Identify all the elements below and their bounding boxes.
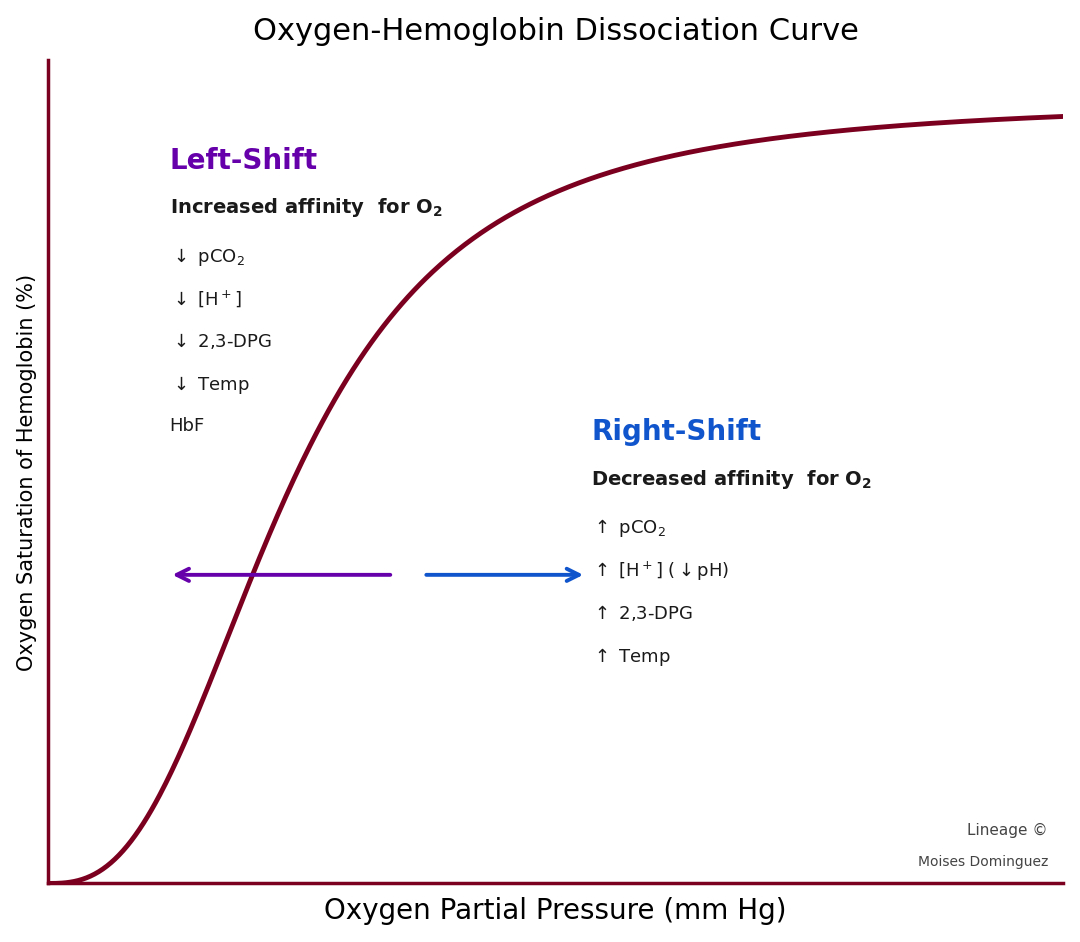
- Text: $\downarrow$ Temp: $\downarrow$ Temp: [170, 374, 249, 396]
- Y-axis label: Oxygen Saturation of Hemoglobin (%): Oxygen Saturation of Hemoglobin (%): [16, 273, 37, 671]
- Text: $\uparrow$ 2,3-DPG: $\uparrow$ 2,3-DPG: [591, 603, 693, 623]
- Text: HbF: HbF: [170, 416, 205, 435]
- Text: Increased affinity  for $\mathregular{O_2}$: Increased affinity for $\mathregular{O_2…: [170, 196, 443, 219]
- Text: $\downarrow$ 2,3-DPG: $\downarrow$ 2,3-DPG: [170, 332, 272, 351]
- Text: Moises Dominguez: Moises Dominguez: [918, 854, 1048, 869]
- Text: $\downarrow$ pCO$_2$: $\downarrow$ pCO$_2$: [170, 246, 244, 268]
- Title: Oxygen-Hemoglobin Dissociation Curve: Oxygen-Hemoglobin Dissociation Curve: [253, 17, 859, 45]
- Text: Left-Shift: Left-Shift: [170, 147, 318, 175]
- Text: $\downarrow$ [H$^+$]: $\downarrow$ [H$^+$]: [170, 288, 241, 309]
- X-axis label: Oxygen Partial Pressure (mm Hg): Oxygen Partial Pressure (mm Hg): [324, 898, 787, 925]
- Text: Lineage ©: Lineage ©: [968, 823, 1048, 838]
- Text: Decreased affinity  for $\mathregular{O_2}$: Decreased affinity for $\mathregular{O_2…: [591, 468, 872, 491]
- Text: Right-Shift: Right-Shift: [591, 418, 761, 447]
- Text: $\uparrow$ pCO$_2$: $\uparrow$ pCO$_2$: [591, 517, 666, 539]
- Text: $\uparrow$ Temp: $\uparrow$ Temp: [591, 645, 671, 668]
- Text: $\uparrow$ [H$^+$] ($\downarrow$pH): $\uparrow$ [H$^+$] ($\downarrow$pH): [591, 560, 729, 583]
